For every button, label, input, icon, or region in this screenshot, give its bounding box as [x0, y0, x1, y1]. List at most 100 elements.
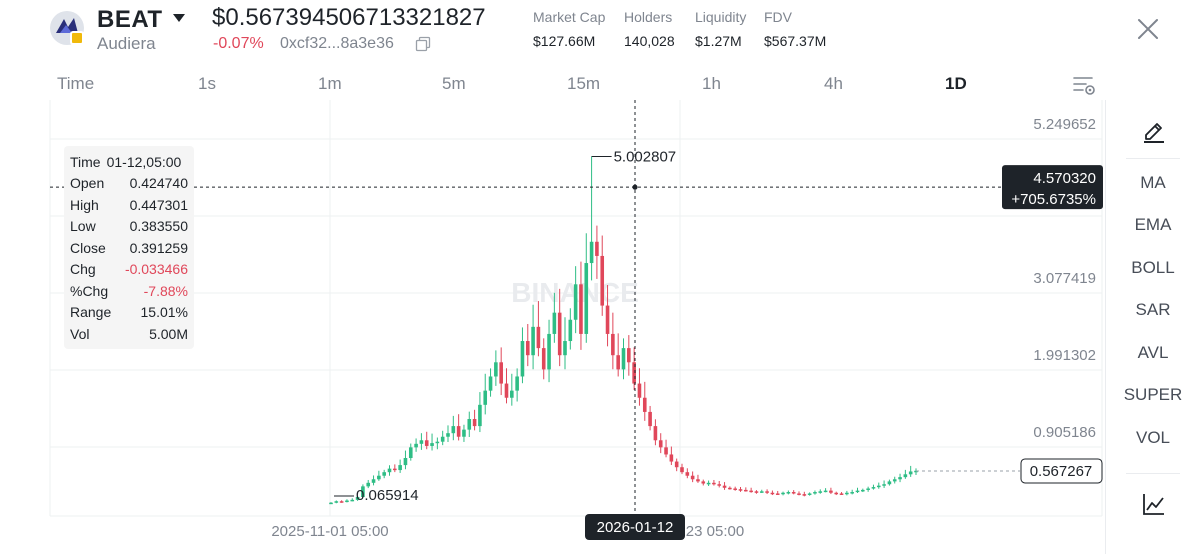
chart-type-icon[interactable] [1141, 491, 1167, 517]
tab-15m[interactable]: 15m [567, 74, 601, 93]
candle-body [829, 490, 833, 493]
crosshair-value-box [1002, 165, 1103, 210]
candle-body [791, 492, 796, 494]
candle-body [393, 468, 397, 471]
candle-body [494, 362, 498, 377]
ohlc-value: 0.383550 [129, 218, 188, 235]
ohlc-row: %Chg -7.88% [70, 280, 188, 302]
candle-body [446, 433, 450, 437]
candle-body [696, 479, 700, 482]
candle-body [914, 470, 918, 473]
candle-body [584, 263, 589, 334]
candle-body [744, 489, 748, 492]
current-price-box [1020, 458, 1103, 484]
candle-body [552, 312, 557, 334]
candle-body [759, 491, 764, 493]
candle-body [807, 493, 812, 495]
candle-body [403, 458, 408, 466]
chart-settings-icon[interactable] [1072, 73, 1096, 97]
tab-1s[interactable]: 1s [198, 74, 216, 93]
indicator-ema[interactable]: EMA [1134, 215, 1172, 234]
candle-body [557, 312, 562, 356]
candle-body [541, 348, 546, 370]
ohlc-value: 5.00M [149, 325, 188, 342]
candle-body [504, 383, 509, 398]
indicator-avl[interactable]: AVL [1137, 343, 1169, 362]
ohlc-row: High 0.447301 [70, 194, 188, 216]
candle-body [882, 484, 886, 486]
ohlc-label: Open [70, 175, 105, 192]
ohlc-row: Range 15.01% [70, 302, 188, 324]
ohlc-label: Close [70, 239, 106, 256]
stat-liquidity: Liquidity $1.27M [695, 9, 746, 49]
x-axis-tick: 2025-11-01 05:00 [271, 523, 388, 540]
tab-1h[interactable]: 1h [702, 74, 721, 93]
candle-body [802, 494, 807, 496]
candle-body [754, 491, 759, 493]
indicator-vol[interactable]: VOL [1135, 428, 1171, 447]
tab-time[interactable]: Time [57, 74, 95, 93]
ohlc-row: Close 0.391259 [70, 237, 188, 259]
tab-5m[interactable]: 5m [442, 74, 466, 93]
close-icon[interactable] [1137, 18, 1159, 40]
candle-body [887, 481, 892, 485]
sidebar-divider [1126, 473, 1180, 474]
indicator-sar[interactable]: SAR [1135, 300, 1171, 319]
indicator-super[interactable]: SUPER [1123, 385, 1183, 404]
price-chart[interactable]: 5.2496524.1635353.0774191.9913020.905186… [0, 100, 1105, 554]
candle-body [595, 241, 599, 256]
tab-1d[interactable]: 1D [945, 74, 967, 93]
high-label: 5.002807 [614, 149, 677, 166]
chain-badge-icon [70, 31, 84, 45]
candle-body [600, 255, 605, 306]
candle-body [371, 479, 376, 483]
candle-body [706, 482, 711, 485]
stat-value: $1.27M [695, 33, 742, 49]
indicator-ma[interactable]: MA [1140, 173, 1166, 192]
candle-body [605, 305, 610, 334]
candle-body [616, 355, 620, 370]
candle-body [818, 491, 823, 493]
candle-body [440, 436, 445, 442]
candle-body [642, 397, 647, 412]
caret-down-icon[interactable] [171, 10, 187, 26]
candle-body [573, 284, 578, 320]
candle-body [908, 471, 913, 475]
stat-value: $127.66M [533, 33, 596, 49]
low-label: 0.065914 [356, 487, 419, 504]
candle-body [451, 426, 456, 434]
stat-market-cap: Market Cap $127.66M [533, 9, 605, 49]
tab-1m[interactable]: 1m [318, 74, 342, 93]
candle-body [472, 419, 477, 427]
candle-body [786, 492, 791, 494]
candle-body [467, 419, 472, 430]
candle-body [563, 341, 567, 356]
candlestick-chart[interactable]: 5.2496524.1635353.0774191.9913020.905186… [0, 100, 1105, 554]
candle-body [717, 484, 722, 486]
crosshair-price-label: 4.570320 [1033, 170, 1096, 187]
candle-body [903, 474, 908, 478]
candle-body [898, 477, 902, 480]
ohlc-label: High [70, 196, 99, 213]
candle-body [611, 333, 615, 356]
copy-icon[interactable] [415, 36, 431, 52]
candle-body [377, 475, 381, 480]
ohlc-label: Low [70, 218, 96, 235]
candle-body [749, 490, 753, 493]
candle-body [834, 492, 839, 495]
candle-body [892, 479, 897, 482]
y-axis-tick: 3.077419 [1033, 270, 1096, 287]
candle-body [685, 472, 690, 476]
indicator-boll[interactable]: BOLL [1131, 258, 1175, 277]
candle-body [579, 284, 583, 334]
candle-body [419, 440, 424, 444]
tab-4h[interactable]: 4h [824, 74, 843, 93]
token-price: $0.567394506713321827 [212, 4, 486, 31]
candle-body [366, 482, 371, 487]
contract-address[interactable]: 0xcf32...8a3e36 [280, 35, 394, 52]
draw-pen-icon[interactable] [1141, 117, 1167, 143]
ohlc-label: Range [70, 304, 112, 321]
candle-body [339, 501, 344, 503]
candle-body [483, 390, 488, 405]
candle-body [536, 326, 541, 349]
